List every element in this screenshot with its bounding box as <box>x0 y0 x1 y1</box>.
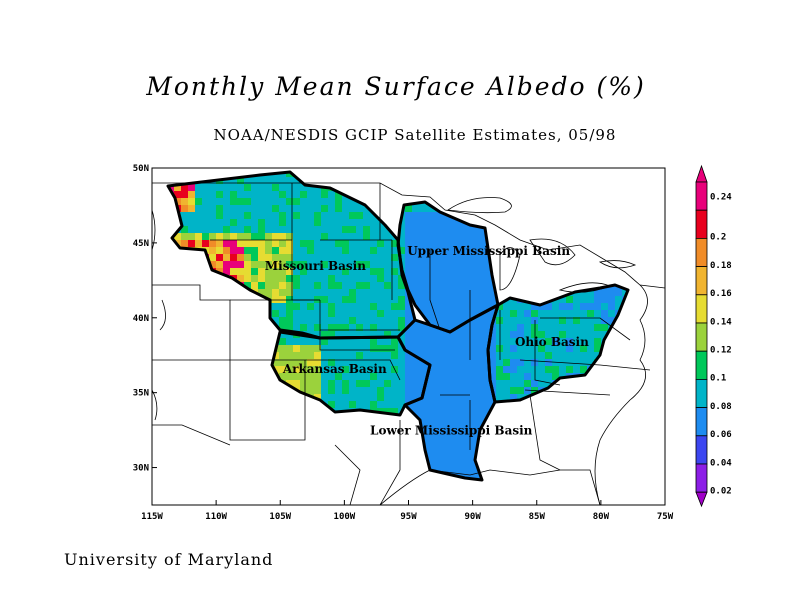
lon-tick-label: 90W <box>464 512 481 522</box>
legend-swatch <box>695 378 708 408</box>
basin-label: Missouri Basin <box>265 259 366 273</box>
basin-label: Upper Mississippi Basin <box>407 244 570 258</box>
legend-swatch <box>695 209 708 239</box>
legend-label: 0.1 <box>710 374 726 384</box>
legend-swatch <box>695 407 708 437</box>
axis-ticks: 30N 35N 40N 45N 50N 115W 110W 105W 100W 95W 90W 85W… <box>133 164 674 522</box>
lon-tick-label: 105W <box>269 512 291 522</box>
legend-swatch <box>695 322 708 352</box>
lon-tick-label: 100W <box>334 512 356 522</box>
legend-label: 0.24 <box>710 193 732 203</box>
legend-swatch <box>695 266 708 296</box>
lon-tick-label: 85W <box>529 512 546 522</box>
lat-tick-label: 35N <box>133 389 149 399</box>
legend-swatch <box>695 294 708 324</box>
legend-swatch <box>695 237 708 267</box>
chart-title: Monthly Mean Surface Albedo (%) <box>146 72 646 101</box>
lower-mississippi-boundary <box>396 303 500 482</box>
state-boundaries <box>152 182 665 505</box>
legend-top-arrow <box>695 164 708 183</box>
basin-labels: Missouri Basin Upper Mississippi Basin Ohi… <box>265 244 589 438</box>
legend-label: 0.08 <box>710 402 732 412</box>
legend-swatch <box>695 181 708 211</box>
legend-label: 0.14 <box>710 317 732 327</box>
legend-swatch <box>695 435 708 465</box>
lat-tick-label: 30N <box>133 464 149 474</box>
basin-label: Ohio Basin <box>515 335 589 349</box>
legend-swatch <box>695 463 708 493</box>
lon-tick-label: 115W <box>141 512 163 522</box>
lon-tick-label: 75W <box>657 512 674 522</box>
legend-bottom-arrow <box>695 491 708 508</box>
color-legend: 0.24 0.2 0.18 0.16 0.14 0.12 0.1 0.08 0.06 0.04 0.… <box>695 164 732 508</box>
legend-label: 0.02 <box>710 487 732 497</box>
legend-label: 0.06 <box>710 430 732 440</box>
lat-tick-label: 50N <box>133 164 149 174</box>
legend-swatch <box>695 350 708 380</box>
lat-tick-label: 40N <box>133 314 149 324</box>
basin-label: Arkansas Basin <box>282 362 387 376</box>
lat-tick-label: 45N <box>133 239 149 249</box>
chart-subtitle: NOAA/NESDIS GCIP Satellite Estimates, 05… <box>213 126 617 144</box>
lon-tick-label: 80W <box>593 512 610 522</box>
legend-label: 0.18 <box>710 261 732 271</box>
basin-label: Lower Mississippi Basin <box>370 424 533 438</box>
lon-tick-label: 110W <box>205 512 227 522</box>
lon-tick-label: 95W <box>400 512 417 522</box>
basin-boundaries <box>166 170 630 482</box>
legend-label: 0.04 <box>710 458 732 468</box>
legend-label: 0.12 <box>710 346 732 356</box>
credit-label: University of Maryland <box>64 550 274 569</box>
legend-label: 0.2 <box>710 233 726 243</box>
legend-label: 0.16 <box>710 289 732 299</box>
